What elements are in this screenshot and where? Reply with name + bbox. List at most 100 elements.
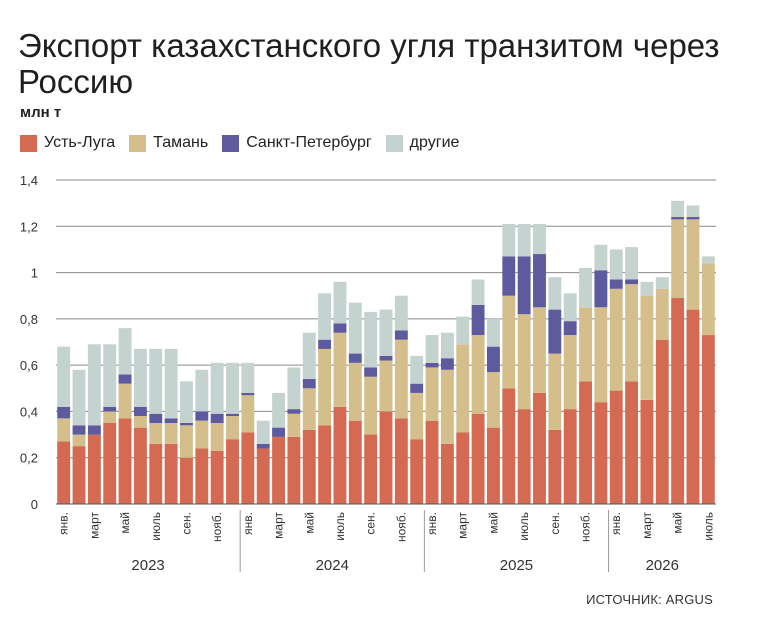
bar-segment <box>548 429 562 504</box>
bar-segment <box>103 344 117 407</box>
bar-segment <box>502 223 516 257</box>
bar-segment <box>210 423 224 451</box>
legend-item-other: другие <box>385 134 460 152</box>
x-tick-label: янв. <box>57 512 71 535</box>
legend-swatch <box>20 134 37 152</box>
legend-label: Усть-Луга <box>44 134 116 151</box>
bar-segment <box>640 281 654 296</box>
bar-segment <box>348 302 362 354</box>
bar-segment <box>57 441 71 504</box>
bar-segment <box>594 307 608 403</box>
bar-segment <box>164 348 178 419</box>
bar-segment <box>348 420 362 504</box>
bar-segment <box>180 423 193 426</box>
bar-segment <box>594 244 608 271</box>
bar-segment <box>625 284 639 382</box>
bar-segment <box>533 254 546 308</box>
legend-item-saint-petersburg: Санкт-Петербург <box>222 134 372 152</box>
bar-segment <box>471 304 485 336</box>
bar-segment <box>164 418 178 423</box>
x-tick-label: янв. <box>609 512 623 535</box>
bar-segment <box>226 416 239 440</box>
legend-label: Тамань <box>153 134 209 151</box>
bar-segment <box>133 406 147 417</box>
bar-segment <box>425 367 439 421</box>
x-tick-label: март <box>272 512 286 539</box>
bar-segment <box>425 362 439 368</box>
bar-segment <box>394 418 408 504</box>
bar-segment <box>456 344 470 433</box>
bar-segment <box>671 298 685 504</box>
bar-segment <box>425 420 439 504</box>
bar-segment <box>149 413 163 423</box>
legend-label: другие <box>409 134 460 151</box>
bar-segment <box>302 429 316 504</box>
bar-segment <box>394 330 408 340</box>
bar-segment <box>348 353 362 363</box>
bar-segment <box>517 223 531 257</box>
x-tick-label: янв. <box>425 512 439 535</box>
bar-segment <box>533 392 546 504</box>
x-tick-label: нояб. <box>394 512 408 542</box>
bar-segment <box>164 443 178 504</box>
bar-segment <box>456 316 470 345</box>
bar-segment <box>318 293 332 340</box>
bar-segment <box>72 434 86 447</box>
bar-segment <box>149 423 163 444</box>
bar-segment <box>87 434 101 504</box>
bar-segment <box>410 439 424 504</box>
bar-segment <box>210 450 224 504</box>
x-tick-label: июль <box>333 512 347 541</box>
bar-segment <box>440 358 454 370</box>
bar-segment <box>394 339 408 419</box>
x-tick-label: янв. <box>241 512 255 535</box>
bar-segment <box>379 411 393 504</box>
bar-segment <box>133 427 147 504</box>
bar-segment <box>287 436 301 504</box>
bar-segment <box>686 205 700 218</box>
bar-segment <box>517 256 531 315</box>
x-tick-label: сен. <box>548 512 562 535</box>
x-tick-label: март <box>456 512 470 539</box>
bar-segment <box>133 416 147 428</box>
bar-segment <box>701 335 715 504</box>
bar-segment <box>487 427 500 504</box>
bar-segment <box>72 425 86 435</box>
bar-segment <box>210 362 224 414</box>
bar-segment <box>364 434 378 504</box>
legend-label: Санкт-Петербург <box>246 134 372 151</box>
bar-segment <box>517 314 531 410</box>
bar-segment <box>425 335 439 363</box>
bar-segment <box>671 200 685 218</box>
bar-segment <box>195 448 209 504</box>
chart-title: Экспорт казахстанского угля транзитом че… <box>18 27 720 100</box>
y-tick-label: 0,2 <box>20 451 38 466</box>
x-tick-label: июль <box>701 512 715 541</box>
bar-segment <box>87 344 101 426</box>
y-tick-label: 0,6 <box>20 358 38 373</box>
bar-segment <box>563 335 577 410</box>
bar-segment <box>609 288 623 391</box>
bar-segment <box>686 309 700 504</box>
bar-segment <box>302 332 316 380</box>
bar-segment <box>272 392 285 428</box>
bar-segment <box>72 446 86 504</box>
bar-segment <box>471 335 485 414</box>
y-tick-label: 1,2 <box>20 219 38 234</box>
bar-segment <box>548 277 562 310</box>
bar-segment <box>533 223 546 255</box>
bar-segment <box>57 418 71 442</box>
bar-segment <box>103 411 117 423</box>
bar-segment <box>517 409 531 504</box>
bar-segment <box>410 392 424 440</box>
bar-segment <box>57 406 71 419</box>
bar-segment <box>241 362 255 393</box>
bar-segment <box>103 406 117 412</box>
x-tick-label: нояб. <box>210 512 224 542</box>
bar-segment <box>487 346 500 373</box>
bar-segment <box>180 457 193 504</box>
bar-segment <box>440 332 454 359</box>
bar-segment <box>333 281 347 324</box>
bar-segment <box>348 362 362 421</box>
bar-segment <box>563 409 577 504</box>
